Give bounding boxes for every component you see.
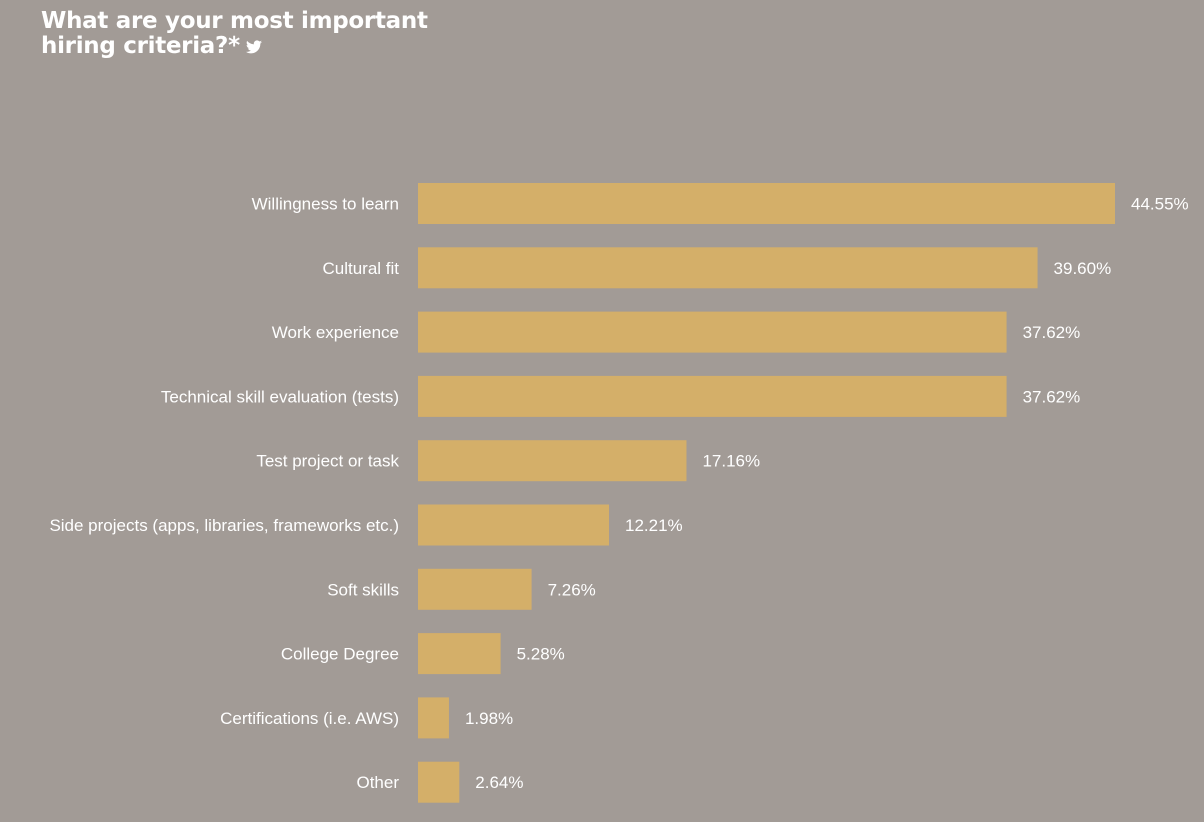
category-label: College Degree <box>281 645 399 664</box>
category-label: Cultural fit <box>322 259 399 278</box>
title-line-2: hiring criteria?* <box>41 34 428 59</box>
value-label: 5.28% <box>517 645 565 664</box>
value-label: 37.62% <box>1023 387 1081 406</box>
value-label: 1.98% <box>465 709 513 728</box>
twitter-icon[interactable] <box>245 40 262 54</box>
bar <box>418 183 1115 224</box>
title-line-1: What are your most important <box>41 8 428 34</box>
category-label: Test project or task <box>256 452 399 471</box>
category-label: Willingness to learn <box>252 195 399 214</box>
title-line-2-text: hiring criteria?* <box>41 33 240 59</box>
bar <box>418 440 687 482</box>
value-label: 2.64% <box>475 773 523 792</box>
bar <box>418 568 532 610</box>
value-label: 39.60% <box>1054 259 1112 278</box>
category-label: Work experience <box>272 323 399 342</box>
category-label: Soft skills <box>327 580 399 599</box>
value-label: 12.21% <box>625 516 683 535</box>
value-label: 17.16% <box>702 452 760 471</box>
category-label: Technical skill evaluation (tests) <box>161 387 399 406</box>
bar <box>418 633 501 675</box>
value-label: 44.55% <box>1131 195 1189 214</box>
bar <box>418 375 1007 417</box>
category-label: Other <box>356 773 399 792</box>
value-label: 37.62% <box>1023 323 1081 342</box>
value-label: 7.26% <box>548 580 596 599</box>
category-label: Side projects (apps, libraries, framewor… <box>49 516 399 535</box>
bar <box>418 761 460 803</box>
bar <box>418 247 1038 289</box>
category-label: Certifications (i.e. AWS) <box>220 709 399 728</box>
bar <box>418 311 1007 353</box>
bar <box>418 697 449 739</box>
chart-title: What are your most important hiring crit… <box>41 9 428 59</box>
bar <box>418 504 610 546</box>
